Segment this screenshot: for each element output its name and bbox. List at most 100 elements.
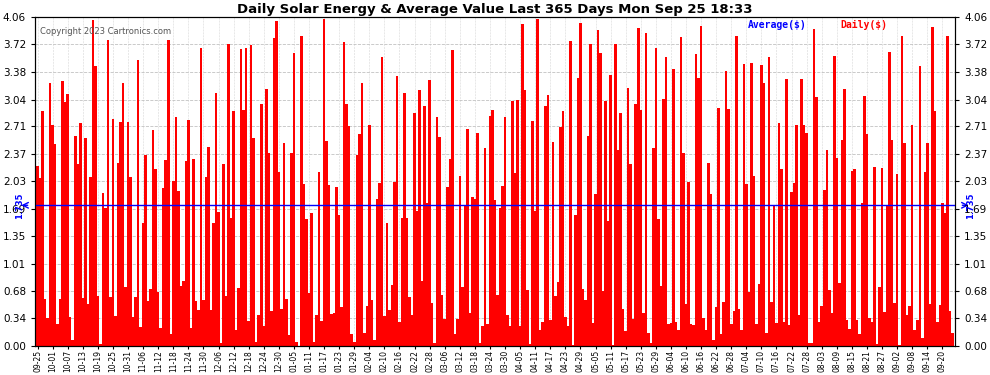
Bar [898, 345, 901, 346]
Bar [321, 321, 323, 346]
Bar [386, 223, 388, 346]
Bar [200, 48, 202, 346]
Bar [119, 122, 122, 346]
Bar [130, 177, 132, 346]
Bar [132, 318, 135, 346]
Bar [755, 324, 757, 346]
Bar [632, 319, 635, 346]
Bar [49, 83, 51, 346]
Bar [326, 141, 328, 346]
Bar [687, 182, 690, 346]
Bar [140, 327, 142, 346]
Bar [906, 315, 909, 346]
Bar [290, 153, 293, 346]
Bar [795, 124, 798, 346]
Bar [323, 20, 326, 346]
Bar [169, 334, 172, 346]
Bar [285, 299, 288, 346]
Bar [225, 296, 228, 346]
Bar [836, 158, 839, 346]
Bar [738, 309, 741, 346]
Bar [571, 345, 574, 346]
Bar [708, 163, 710, 346]
Bar [426, 203, 429, 346]
Bar [848, 329, 850, 346]
Bar [886, 205, 888, 346]
Bar [929, 304, 931, 346]
Bar [262, 326, 265, 346]
Bar [539, 330, 542, 346]
Bar [937, 321, 939, 346]
Bar [489, 116, 491, 346]
Bar [680, 37, 682, 346]
Bar [368, 124, 370, 346]
Bar [383, 316, 386, 346]
Bar [821, 306, 823, 346]
Bar [149, 289, 151, 346]
Bar [363, 333, 365, 346]
Bar [767, 57, 770, 346]
Bar [860, 203, 863, 346]
Bar [92, 20, 94, 346]
Bar [858, 334, 860, 346]
Bar [336, 187, 338, 346]
Bar [845, 320, 848, 346]
Bar [99, 344, 102, 346]
Bar [496, 295, 499, 346]
Bar [463, 206, 466, 346]
Bar [257, 315, 260, 346]
Bar [436, 117, 439, 346]
Text: Daily($): Daily($) [840, 20, 887, 30]
Bar [627, 88, 630, 346]
Bar [532, 121, 534, 346]
Bar [924, 172, 926, 346]
Bar [788, 325, 790, 346]
Bar [620, 113, 622, 346]
Bar [542, 321, 545, 346]
Bar [182, 281, 184, 346]
Bar [855, 320, 858, 346]
Bar [747, 292, 750, 346]
Bar [725, 71, 728, 346]
Bar [773, 207, 775, 346]
Bar [282, 143, 285, 346]
Bar [702, 318, 705, 346]
Bar [891, 140, 893, 346]
Bar [270, 311, 272, 346]
Bar [350, 334, 353, 346]
Bar [233, 111, 235, 346]
Bar [159, 328, 162, 346]
Bar [654, 48, 657, 346]
Bar [692, 325, 695, 346]
Bar [871, 321, 873, 346]
Bar [741, 330, 742, 346]
Bar [373, 340, 375, 346]
Bar [365, 306, 368, 346]
Bar [599, 53, 602, 346]
Bar [468, 314, 471, 346]
Bar [514, 173, 517, 346]
Bar [519, 326, 522, 346]
Bar [911, 126, 914, 346]
Bar [448, 159, 451, 346]
Bar [210, 310, 212, 346]
Bar [434, 343, 436, 346]
Bar [793, 183, 795, 346]
Bar [745, 184, 747, 346]
Bar [484, 148, 486, 346]
Bar [238, 288, 240, 346]
Bar [151, 130, 154, 346]
Bar [524, 90, 527, 346]
Bar [512, 101, 514, 346]
Bar [308, 293, 310, 346]
Bar [783, 322, 785, 346]
Bar [675, 321, 677, 346]
Bar [300, 36, 303, 346]
Bar [223, 164, 225, 346]
Bar [677, 330, 680, 346]
Bar [240, 50, 243, 346]
Bar [873, 167, 876, 346]
Bar [816, 97, 818, 346]
Bar [592, 323, 594, 346]
Bar [303, 184, 305, 346]
